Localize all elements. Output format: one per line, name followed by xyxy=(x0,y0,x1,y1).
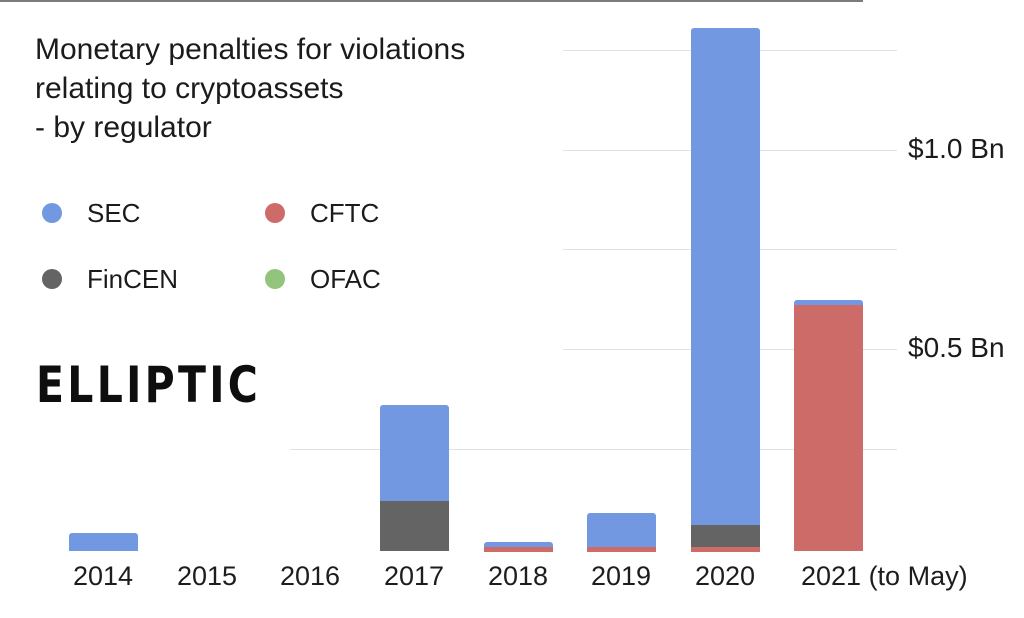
legend-swatch-fincen-icon xyxy=(42,269,62,289)
y-axis-label-0.5: $0.5 Bn xyxy=(908,332,1005,363)
x-axis-label-2016: 2016 xyxy=(279,561,341,591)
chart-title: Monetary penalties for violations relati… xyxy=(35,30,565,147)
elliptic-logo: ELLIPTIC xyxy=(36,356,262,414)
bar-segment-2019-sec xyxy=(586,513,656,547)
bar-segment-2018-cftc xyxy=(483,547,553,552)
legend-swatch-cftc-icon xyxy=(265,203,285,223)
bar-segment-2020-fincen xyxy=(690,525,760,547)
chart-title-line-1: Monetary penalties for violations xyxy=(35,33,466,66)
legend-item-ofac: OFAC xyxy=(265,266,381,292)
x-axis-line xyxy=(0,0,863,2)
legend-label: FinCEN xyxy=(87,264,179,294)
bar-segment-2014-sec xyxy=(68,533,138,552)
bar-segment-2019-cftc xyxy=(586,547,656,552)
x-axis-label-2018: 2018 xyxy=(487,561,549,591)
legend-swatch-sec-icon xyxy=(42,203,62,223)
x-axis-label-2020: 2020 xyxy=(694,561,756,591)
legend-item-sec: SEC xyxy=(42,200,140,226)
plot-area: $1.0 Bn $0.5 Bn 2014 2015 2016 2017 2018 2019 20… xyxy=(0,0,1024,591)
bar-segment-2018-sec xyxy=(483,542,553,547)
bar-segment-2021-sec xyxy=(793,300,863,306)
legend-item-cftc: CFTC xyxy=(265,200,379,226)
x-axis-label-2014: 2014 xyxy=(72,561,134,591)
legend-item-fincen: FinCEN xyxy=(42,266,178,292)
bar-segment-2020-cftc xyxy=(690,547,760,552)
bar-segment-2020-sec xyxy=(690,27,760,526)
x-axis-label-2019: 2019 xyxy=(590,561,652,591)
bar-segment-2017-sec xyxy=(379,405,449,502)
legend-label: OFAC xyxy=(310,264,381,294)
chart-title-line-3: - by regulator xyxy=(35,111,212,144)
x-axis-label-2021: 2021 (to May) xyxy=(801,561,968,591)
legend-label: SEC xyxy=(87,198,141,228)
y-axis-label-1.0: $1.0 Bn xyxy=(908,133,1005,164)
x-axis-label-2015: 2015 xyxy=(176,561,238,591)
chart-title-line-2: relating to cryptoassets xyxy=(35,72,344,105)
bar-segment-2021-cftc xyxy=(793,305,863,552)
legend-label: CFTC xyxy=(310,198,380,228)
bar-segment-2017-fincen xyxy=(379,501,449,552)
legend-swatch-ofac-icon xyxy=(265,269,285,289)
x-axis-label-2017: 2017 xyxy=(383,561,445,591)
gridline-0.25 xyxy=(290,449,897,450)
